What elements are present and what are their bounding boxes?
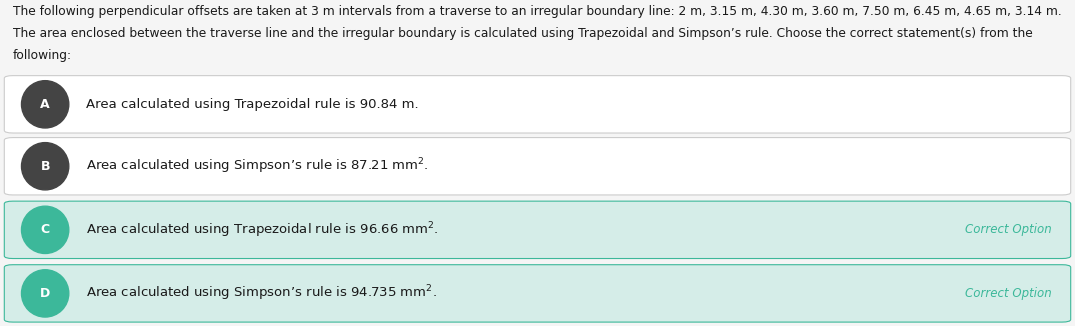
FancyBboxPatch shape bbox=[4, 201, 1071, 259]
FancyBboxPatch shape bbox=[4, 138, 1071, 195]
Text: C: C bbox=[41, 223, 49, 236]
Text: Correct Option: Correct Option bbox=[964, 287, 1051, 300]
Text: D: D bbox=[40, 287, 51, 300]
Text: Area calculated using Trapezoidal rule is 90.84 m.: Area calculated using Trapezoidal rule i… bbox=[86, 98, 418, 111]
Text: Area calculated using Simpson’s rule is 87.21 m$\mathregular{m^2}$.: Area calculated using Simpson’s rule is … bbox=[86, 156, 429, 176]
Ellipse shape bbox=[22, 81, 69, 128]
Text: A: A bbox=[41, 98, 49, 111]
Text: The area enclosed between the traverse line and the irregular boundary is calcul: The area enclosed between the traverse l… bbox=[13, 27, 1033, 40]
Ellipse shape bbox=[22, 142, 69, 190]
Text: Correct Option: Correct Option bbox=[964, 223, 1051, 236]
Text: Area calculated using Trapezoidal rule is 96.66 m$\mathregular{m^2}$.: Area calculated using Trapezoidal rule i… bbox=[86, 220, 439, 240]
Text: Area calculated using Simpson’s rule is 94.735 m$\mathregular{m^2}$.: Area calculated using Simpson’s rule is … bbox=[86, 284, 436, 303]
FancyBboxPatch shape bbox=[4, 76, 1071, 133]
Ellipse shape bbox=[22, 206, 69, 254]
Text: following:: following: bbox=[13, 49, 72, 62]
Ellipse shape bbox=[22, 270, 69, 317]
Text: B: B bbox=[41, 160, 49, 173]
FancyBboxPatch shape bbox=[4, 265, 1071, 322]
Text: The following perpendicular offsets are taken at 3 m intervals from a traverse t: The following perpendicular offsets are … bbox=[13, 5, 1062, 18]
